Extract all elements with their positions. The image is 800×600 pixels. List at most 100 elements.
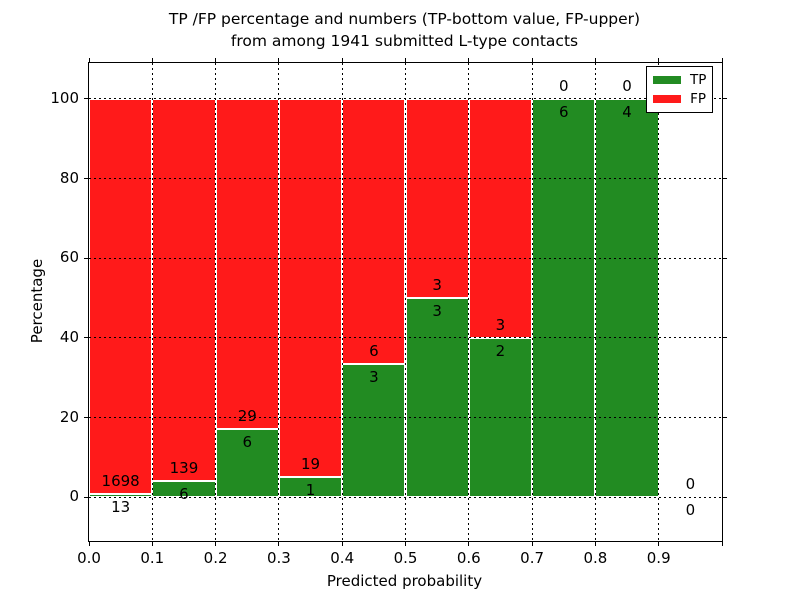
annotation-tp-count: 6 xyxy=(242,432,253,451)
y-tick-label: 80 xyxy=(59,168,79,187)
y-tick-label: 100 xyxy=(50,88,79,107)
x-tick-mark xyxy=(151,541,153,546)
x-tick-mark-top xyxy=(721,58,723,63)
bar-segment-fp xyxy=(89,98,153,495)
bar-segment-tp xyxy=(342,364,406,498)
annotation-tp-count: 6 xyxy=(558,102,569,121)
annotation-tp-count: 6 xyxy=(179,484,189,503)
x-tick-mark xyxy=(88,541,90,546)
gridline-horizontal xyxy=(89,178,722,180)
y-tick-mark xyxy=(84,98,89,100)
bar-segment-fp xyxy=(152,98,216,481)
x-tick-mark xyxy=(531,541,533,546)
x-tick-label: 0.7 xyxy=(520,549,545,567)
x-tick-label: 0.8 xyxy=(583,549,608,567)
x-tick-mark-top xyxy=(341,58,343,63)
annotation-fp-count: 19 xyxy=(301,455,321,474)
annotation-fp-count: 3 xyxy=(495,315,506,334)
annotation-fp-count: 1698 xyxy=(101,472,140,491)
legend-label-fp: FP xyxy=(690,90,706,107)
bar-segment-fp xyxy=(215,98,279,429)
bar-segment-fp xyxy=(342,98,406,365)
chart-title-line2: from among 1941 submitted L-type contact… xyxy=(230,31,579,50)
x-tick-mark xyxy=(594,541,596,546)
gridline-vertical xyxy=(215,63,217,541)
legend-item-fp: FP xyxy=(653,91,706,107)
y-axis-label: Percentage xyxy=(28,258,46,344)
annotation-tp-count: 3 xyxy=(432,302,442,321)
annotation-tp-count: 3 xyxy=(369,368,379,387)
legend: TP FP xyxy=(646,66,713,113)
x-tick-mark xyxy=(405,541,406,546)
x-tick-label: 0.1 xyxy=(140,549,165,567)
annotation-fp-count: 0 xyxy=(622,76,632,95)
gridline-vertical xyxy=(594,63,596,541)
x-tick-mark-top xyxy=(88,58,90,63)
gridline-vertical xyxy=(468,63,470,541)
y-tick-label: 40 xyxy=(59,327,79,346)
y-tick-mark xyxy=(84,178,89,180)
gridline-horizontal xyxy=(89,98,722,100)
x-tick-mark xyxy=(215,541,217,546)
x-tick-mark-top xyxy=(405,58,406,63)
x-tick-mark xyxy=(468,541,470,546)
bar-segment-tp xyxy=(152,480,216,498)
plot-area: 1698 13 139 6 29 6 19 1 6 3 3 3 3 2 0 6 0 4 0 0 0.0 0.1 0.2 0.3… xyxy=(50,58,727,567)
y-tick-label: 60 xyxy=(59,248,79,267)
x-tick-mark xyxy=(721,541,723,546)
y-tick-label: 20 xyxy=(59,407,79,426)
gridline-horizontal xyxy=(89,496,722,498)
annotation-tp-count: 2 xyxy=(495,341,506,360)
gridline-vertical xyxy=(341,63,343,541)
x-tick-mark-top xyxy=(278,58,280,63)
legend-swatch-fp-icon xyxy=(653,94,681,103)
gridline-vertical xyxy=(658,63,660,541)
x-tick-mark xyxy=(658,541,660,546)
annotation-fp-count: 3 xyxy=(432,276,442,295)
gridline-horizontal xyxy=(89,337,722,339)
legend-label-tp: TP xyxy=(690,72,707,89)
bar-segment-fp xyxy=(468,98,533,338)
bar-segment-tp xyxy=(532,98,596,498)
annotation-tp-count: 1 xyxy=(305,481,316,500)
x-tick-mark-top xyxy=(151,58,153,63)
x-tick-mark-top xyxy=(531,58,533,63)
gridline-vertical xyxy=(151,63,153,541)
gridline-vertical xyxy=(278,63,280,541)
x-tick-label: 0.0 xyxy=(77,549,101,567)
x-tick-mark-top xyxy=(468,58,470,63)
bar-segment-tp xyxy=(405,298,469,498)
gridline-vertical xyxy=(531,63,533,541)
y-tick-mark-right xyxy=(722,417,727,419)
gridline-vertical xyxy=(405,63,406,541)
x-axis-label: Predicted probability xyxy=(326,572,483,590)
gridline-horizontal xyxy=(89,417,722,419)
annotation-fp-count: 139 xyxy=(169,458,199,477)
x-tick-label: 0.5 xyxy=(393,549,418,567)
y-tick-label: 0 xyxy=(69,487,79,506)
chart-title-line1: TP /FP percentage and numbers (TP-bottom… xyxy=(168,10,641,28)
y-tick-mark xyxy=(84,337,89,339)
chart-title: TP /FP percentage and numbers (TP-bottom… xyxy=(88,9,721,52)
x-tick-label: 0.4 xyxy=(330,549,355,567)
annotation-tp-count: 13 xyxy=(111,498,131,517)
x-tick-mark xyxy=(278,541,280,546)
gridline-horizontal xyxy=(89,257,722,259)
x-tick-mark-top xyxy=(594,58,596,63)
bar-segment-tp xyxy=(215,428,279,498)
bar-segment-fp xyxy=(278,98,343,478)
annotation-fp-count: 0 xyxy=(685,475,696,494)
legend-item-tp: TP xyxy=(653,72,706,88)
x-tick-label: 0.6 xyxy=(456,549,481,567)
annotation-tp-count: 0 xyxy=(685,501,696,520)
x-tick-mark-top xyxy=(658,58,660,63)
y-tick-mark-right xyxy=(722,178,727,180)
x-tick-label: 0.9 xyxy=(646,549,671,567)
y-tick-mark xyxy=(84,257,89,259)
y-tick-mark-right xyxy=(722,496,727,498)
bar-segment-fp xyxy=(405,98,469,298)
x-tick-label: 0.2 xyxy=(203,549,228,567)
y-tick-mark-right xyxy=(722,337,727,339)
annotation-tp-count: 4 xyxy=(622,102,632,121)
